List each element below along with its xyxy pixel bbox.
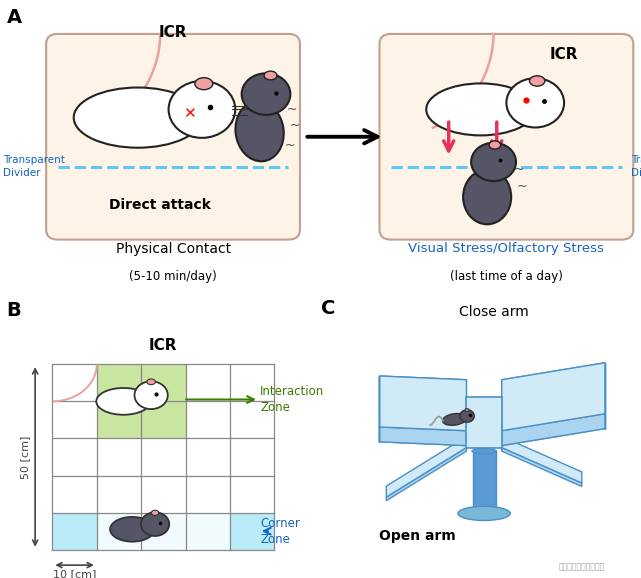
Text: 动物神经科学与行为学: 动物神经科学与行为学	[559, 562, 605, 571]
Text: 50 [cm]: 50 [cm]	[20, 435, 29, 479]
Text: Transparent
Divider: Transparent Divider	[631, 155, 641, 179]
Ellipse shape	[235, 101, 284, 161]
Ellipse shape	[458, 506, 510, 521]
Ellipse shape	[465, 409, 469, 412]
Text: A: A	[6, 8, 22, 27]
Bar	[97, 401, 141, 439]
Ellipse shape	[147, 379, 155, 384]
Ellipse shape	[472, 449, 496, 454]
Polygon shape	[502, 414, 605, 446]
Ellipse shape	[489, 141, 501, 149]
FancyBboxPatch shape	[379, 34, 633, 240]
Text: ICR: ICR	[550, 47, 578, 62]
Text: Physical Contact: Physical Contact	[115, 242, 231, 256]
Circle shape	[506, 78, 564, 128]
Ellipse shape	[264, 71, 277, 80]
Text: Corner
Zone: Corner Zone	[260, 517, 300, 546]
Circle shape	[460, 410, 474, 422]
Text: B: B	[6, 301, 21, 320]
Bar	[97, 364, 141, 401]
Circle shape	[169, 81, 235, 138]
Polygon shape	[502, 436, 582, 483]
Text: Interaction
Zone: Interaction Zone	[260, 385, 324, 414]
Polygon shape	[387, 436, 467, 497]
Ellipse shape	[110, 517, 154, 542]
Bar	[141, 364, 185, 401]
Ellipse shape	[529, 76, 545, 86]
Text: ~: ~	[517, 180, 528, 192]
Text: ✕: ✕	[183, 106, 196, 121]
Text: Direct attack: Direct attack	[110, 198, 211, 212]
Ellipse shape	[426, 83, 535, 135]
Polygon shape	[379, 393, 467, 446]
Polygon shape	[502, 380, 605, 446]
Text: Visual Stress/Olfactory Stress: Visual Stress/Olfactory Stress	[408, 242, 604, 255]
Text: Close arm: Close arm	[459, 305, 529, 319]
Text: ~: ~	[514, 163, 524, 176]
Bar	[230, 513, 274, 550]
Text: (5-10 min/day): (5-10 min/day)	[129, 270, 217, 283]
Polygon shape	[502, 363, 605, 431]
Text: ICR: ICR	[159, 25, 187, 40]
Bar	[472, 451, 495, 513]
Ellipse shape	[151, 510, 159, 516]
Polygon shape	[502, 363, 605, 397]
Polygon shape	[502, 448, 582, 487]
Circle shape	[135, 381, 168, 409]
Text: Open arm: Open arm	[379, 528, 456, 543]
Polygon shape	[379, 427, 467, 446]
Polygon shape	[379, 376, 467, 397]
Polygon shape	[387, 448, 467, 501]
Ellipse shape	[96, 388, 151, 415]
Ellipse shape	[442, 413, 467, 425]
Ellipse shape	[195, 77, 213, 90]
FancyBboxPatch shape	[46, 34, 300, 240]
Polygon shape	[379, 376, 467, 431]
Text: ~: ~	[287, 103, 297, 116]
Text: Transparent
Divider: Transparent Divider	[3, 155, 65, 179]
Circle shape	[242, 73, 290, 115]
Bar	[141, 513, 185, 550]
Polygon shape	[467, 397, 502, 448]
Text: ~: ~	[285, 139, 295, 151]
Ellipse shape	[463, 169, 512, 224]
Text: 10 [cm]: 10 [cm]	[53, 569, 96, 578]
Text: ~: ~	[290, 119, 300, 132]
Text: C: C	[320, 299, 335, 318]
Text: ICR: ICR	[149, 338, 178, 353]
Bar	[141, 401, 185, 439]
Bar	[53, 513, 97, 550]
Bar	[185, 513, 230, 550]
Circle shape	[471, 143, 516, 181]
Text: (last time of a day): (last time of a day)	[450, 270, 563, 283]
Circle shape	[141, 512, 169, 536]
Ellipse shape	[74, 87, 202, 148]
Bar	[97, 513, 141, 550]
